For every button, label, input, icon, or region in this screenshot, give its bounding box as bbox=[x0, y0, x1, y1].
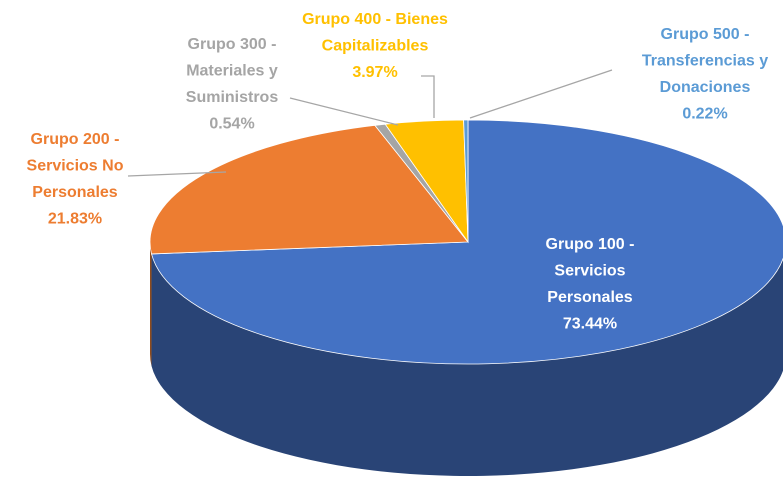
pie-sides bbox=[150, 242, 783, 477]
category-label: Grupo 400 - Bienes Capitalizables bbox=[302, 11, 448, 55]
value-label: 0.54% bbox=[209, 116, 254, 133]
value-label: 3.97% bbox=[352, 64, 397, 81]
category-label: Grupo 100 -Servicios Personales bbox=[546, 236, 635, 306]
leader-line bbox=[289, 97, 399, 126]
labels: Grupo 100 -Servicios Personales 73.44% Grup… bbox=[27, 11, 769, 333]
pie-tops bbox=[149, 119, 783, 365]
leader-line bbox=[421, 75, 435, 118]
leader-lines bbox=[127, 69, 613, 177]
pie-slice bbox=[149, 124, 469, 255]
pie-side bbox=[150, 242, 152, 366]
value-label: 73.44% bbox=[563, 316, 617, 333]
leader-line bbox=[469, 69, 613, 119]
category-label: Grupo 200 -Servicios No Personales bbox=[27, 131, 124, 201]
leader-line bbox=[127, 171, 227, 177]
category-label: Grupo 300 -Materiales y Suministros bbox=[186, 36, 279, 106]
value-label: 21.83% bbox=[48, 211, 102, 228]
pie-slice bbox=[463, 119, 469, 243]
value-label: 0.22% bbox=[682, 106, 727, 123]
category-label: Grupo 500 -Transferencias y Donaciones bbox=[642, 26, 768, 96]
pie-side bbox=[151, 253, 783, 477]
pie-slice bbox=[151, 119, 783, 365]
